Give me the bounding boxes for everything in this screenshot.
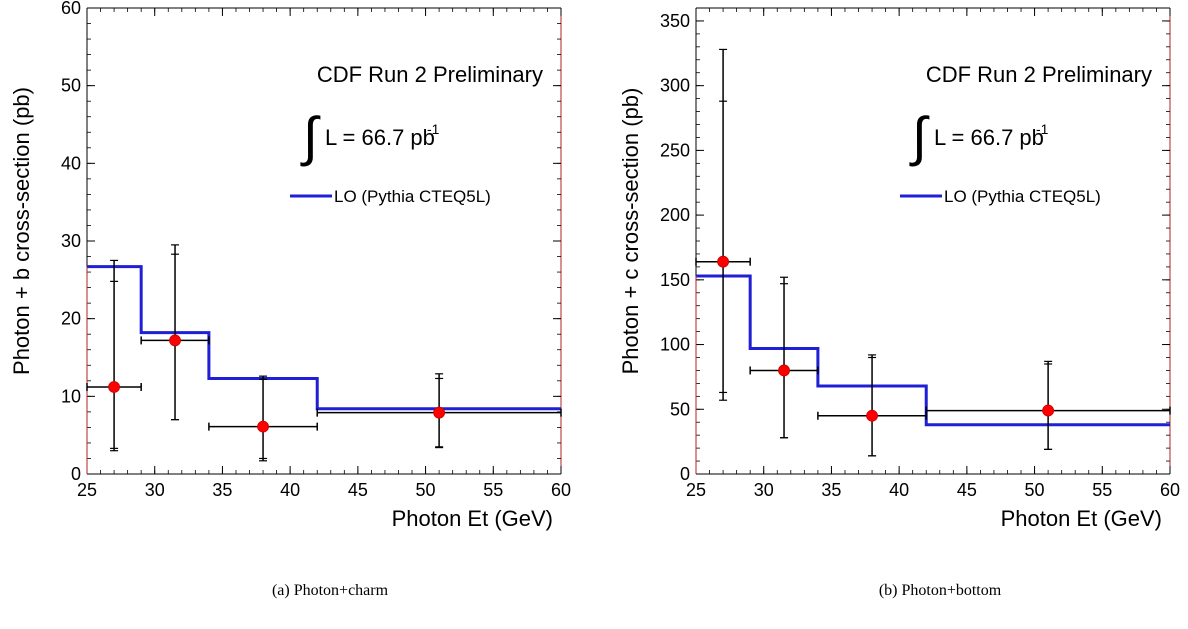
theory-step-line <box>696 274 1170 427</box>
x-axis-label: Photon Et (GeV) <box>392 506 553 531</box>
annotation-title: CDF Run 2 Preliminary <box>926 62 1152 87</box>
y-tick-label: 40 <box>61 153 81 173</box>
x-tick-label: 55 <box>1092 480 1112 500</box>
y-tick-label: 200 <box>660 205 690 225</box>
data-point-marker <box>717 255 729 268</box>
caption-b: (b) Photon+bottom <box>878 582 1002 599</box>
data-point-2 <box>749 276 819 439</box>
y-axis-label: Photon + c cross-section (pb) <box>618 88 643 375</box>
x-axis-label: Photon Et (GeV) <box>1001 506 1162 531</box>
data-point-1 <box>86 259 142 452</box>
y-tick-label: 100 <box>660 335 690 355</box>
annotation-luminosity: L = 66.7 pb <box>934 125 1044 150</box>
data-point-4 <box>925 360 1171 451</box>
data-point-3 <box>817 354 927 457</box>
y-tick-label: 0 <box>680 464 690 484</box>
data-point-marker <box>866 409 878 422</box>
y-axis-label: Photon + b cross-section (pb) <box>9 87 34 375</box>
x-tick-label: 40 <box>280 480 300 500</box>
data-point-2 <box>140 244 210 421</box>
x-tick-label: 45 <box>348 480 368 500</box>
data-point-marker <box>433 406 446 419</box>
data-point-marker <box>257 420 269 433</box>
annotation-title: CDF Run 2 Preliminary <box>317 62 543 87</box>
integral-sign: ∫ <box>909 107 930 167</box>
data-point-1 <box>695 48 751 401</box>
legend-label: LO (Pythia CTEQ5L) <box>334 187 491 206</box>
x-tick-label: 50 <box>1025 480 1045 500</box>
x-tick-label: 25 <box>77 480 97 500</box>
data-point-marker <box>108 381 120 393</box>
annotation-luminosity-exponent: -1 <box>1036 121 1049 137</box>
annotation-luminosity-exponent: -1 <box>427 121 440 137</box>
data-point-marker <box>1042 404 1055 417</box>
integral-sign: ∫ <box>300 107 321 167</box>
y-tick-label: 50 <box>670 399 690 419</box>
y-tick-label: 300 <box>660 76 690 96</box>
data-point-3 <box>208 375 318 462</box>
x-tick-label: 60 <box>551 480 571 500</box>
x-tick-label: 30 <box>145 480 165 500</box>
data-point-marker <box>169 334 181 347</box>
y-tick-label: 150 <box>660 270 690 290</box>
data-point-marker <box>778 364 790 377</box>
y-tick-label: 30 <box>61 231 81 251</box>
chart-b: 25 30 35 40 45 50 55 60 0 50 100 150 200 250 300 350 Pho… <box>618 7 1180 531</box>
y-tick-label: 350 <box>660 11 690 31</box>
y-tick-label: 50 <box>61 76 81 96</box>
x-tick-label: 35 <box>821 480 841 500</box>
y-tick-label: 60 <box>61 0 81 18</box>
data-point-4 <box>316 373 562 449</box>
chart-a: 25 30 35 40 45 50 55 60 0 10 20 30 40 50 60 Photon Et (… <box>9 0 571 531</box>
x-tick-label: 25 <box>686 480 706 500</box>
annotation-luminosity: L = 66.7 pb <box>325 125 435 150</box>
y-tick-label: 20 <box>61 309 81 329</box>
y-tick-label: 250 <box>660 140 690 160</box>
x-tick-label: 45 <box>957 480 977 500</box>
x-tick-label: 40 <box>889 480 909 500</box>
x-tick-label: 50 <box>416 480 436 500</box>
y-tick-label: 0 <box>71 464 81 484</box>
legend-label: LO (Pythia CTEQ5L) <box>944 187 1101 206</box>
x-tick-label: 55 <box>483 480 503 500</box>
theory-step-line <box>87 265 561 411</box>
x-tick-label: 60 <box>1160 480 1180 500</box>
caption-a: (a) Photon+charm <box>271 582 389 599</box>
x-tick-label: 30 <box>754 480 774 500</box>
x-tick-label: 35 <box>212 480 232 500</box>
y-tick-label: 10 <box>61 386 81 406</box>
